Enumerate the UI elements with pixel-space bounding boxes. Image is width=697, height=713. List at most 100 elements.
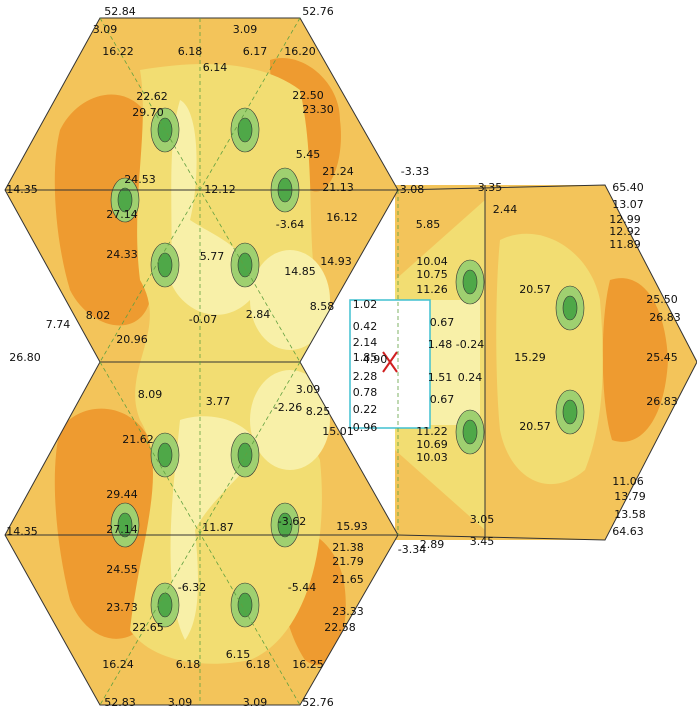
value-label: 24.33 (106, 248, 138, 261)
peak-inner (117, 512, 133, 538)
value-label: 13.07 (612, 198, 644, 211)
value-label: 23.30 (302, 103, 334, 116)
peak-inner (237, 117, 253, 143)
value-label: 27.14 (106, 208, 138, 221)
value-label: 0.67 (430, 316, 455, 329)
value-label: 4.90 (363, 353, 388, 366)
value-label: 52.84 (104, 5, 136, 18)
value-label: 14.35 (6, 183, 38, 196)
value-label: 12.99 (609, 213, 641, 226)
value-label: 7.74 (46, 318, 71, 331)
peak-inner (117, 187, 133, 213)
value-label: 23.33 (332, 605, 364, 618)
value-label: 16.25 (292, 658, 324, 671)
value-label: 6.15 (226, 648, 251, 661)
value-label: 5.45 (296, 148, 321, 161)
value-label: 21.24 (322, 165, 354, 178)
value-label: 2.14 (353, 336, 378, 349)
value-label: 21.65 (332, 573, 364, 586)
value-label: 8.58 (310, 300, 335, 313)
value-label: 22.58 (324, 621, 356, 634)
value-label: 25.50 (646, 293, 678, 306)
value-label: 6.18 (178, 45, 203, 58)
value-label: 3.45 (470, 535, 495, 548)
value-label: 0.78 (353, 386, 378, 399)
value-label: -3.62 (278, 515, 306, 528)
green-peaks (110, 107, 585, 628)
peak-inner (157, 592, 173, 618)
value-label: 2.28 (353, 370, 378, 383)
value-label: 14.85 (284, 265, 316, 278)
opening (349, 299, 431, 429)
value-label: 11.26 (416, 283, 448, 296)
value-label: 52.76 (302, 5, 334, 18)
value-label: 14.93 (320, 255, 352, 268)
value-label: 12.12 (204, 183, 236, 196)
peak-inner (157, 442, 173, 468)
value-label: 24.55 (106, 563, 138, 576)
value-label: 5.85 (416, 218, 441, 231)
value-label: -3.08 (396, 183, 424, 196)
value-label: 24.53 (124, 173, 156, 186)
value-label: 0.24 (458, 371, 483, 384)
value-label: 10.69 (416, 438, 448, 451)
value-label: 2.44 (493, 203, 518, 216)
value-label: 0.22 (353, 403, 378, 416)
value-label: 21.13 (322, 181, 354, 194)
value-label: -3.33 (401, 165, 429, 178)
value-label: 8.02 (86, 309, 111, 322)
value-label: 3.77 (206, 395, 231, 408)
value-label: 11.87 (202, 521, 234, 534)
value-label: 3.05 (470, 513, 495, 526)
value-label: 20.57 (519, 420, 551, 433)
value-label: 26.83 (649, 311, 681, 324)
value-label: 22.65 (132, 621, 164, 634)
value-label: 1.85 (353, 351, 378, 364)
value-label: 3.35 (478, 181, 503, 194)
value-label: 12.92 (609, 225, 641, 238)
value-label: 11.06 (612, 475, 644, 488)
value-label: 10.04 (416, 255, 448, 268)
value-label: 22.50 (292, 89, 324, 102)
value-label: -3.64 (276, 218, 304, 231)
value-label: 26.83 (646, 395, 678, 408)
value-label: -3.34 (398, 543, 426, 556)
value-label: 0.42 (353, 320, 378, 333)
value-label: 21.79 (332, 555, 364, 568)
value-label: 14.35 (6, 525, 38, 538)
value-label: 15.01 (322, 425, 354, 438)
value-label: 8.25 (306, 405, 331, 418)
value-label: 22.62 (136, 90, 168, 103)
peak-inner (237, 442, 253, 468)
peak-inner (562, 295, 578, 321)
value-label: 13.58 (614, 508, 646, 521)
value-label: 3.09 (93, 23, 118, 36)
value-label: 15.29 (514, 351, 546, 364)
peak-inner (237, 252, 253, 278)
value-label: 11.22 (416, 425, 448, 438)
value-label: 16.22 (102, 45, 134, 58)
value-labels: 52.84 52.76 3.09 3.09 16.22 6.18 6.17 16.20 6.14… (6, 5, 681, 709)
value-label: 26.80 (9, 351, 41, 364)
value-label: 6.14 (203, 61, 228, 74)
peak-inner (157, 252, 173, 278)
value-label: 5.77 (200, 250, 225, 263)
value-label: 27.14 (106, 523, 138, 536)
value-label: 65.40 (612, 181, 644, 194)
value-label: 0.96 (353, 421, 378, 434)
peak-inner (462, 419, 478, 445)
value-label: 52.76 (302, 696, 334, 709)
value-label: 6.18 (246, 658, 271, 671)
value-label: 3.09 (243, 696, 268, 709)
value-label: 20.96 (116, 333, 148, 346)
value-label: -0.07 (189, 313, 217, 326)
value-label: 29.70 (132, 106, 164, 119)
value-label: -0.24 (456, 338, 484, 351)
value-label: 6.17 (243, 45, 268, 58)
value-label: 25.45 (646, 351, 678, 364)
value-label: 23.73 (106, 601, 138, 614)
value-label: 21.62 (122, 433, 154, 446)
value-label: 2.84 (246, 308, 271, 321)
value-label: 16.12 (326, 211, 358, 224)
